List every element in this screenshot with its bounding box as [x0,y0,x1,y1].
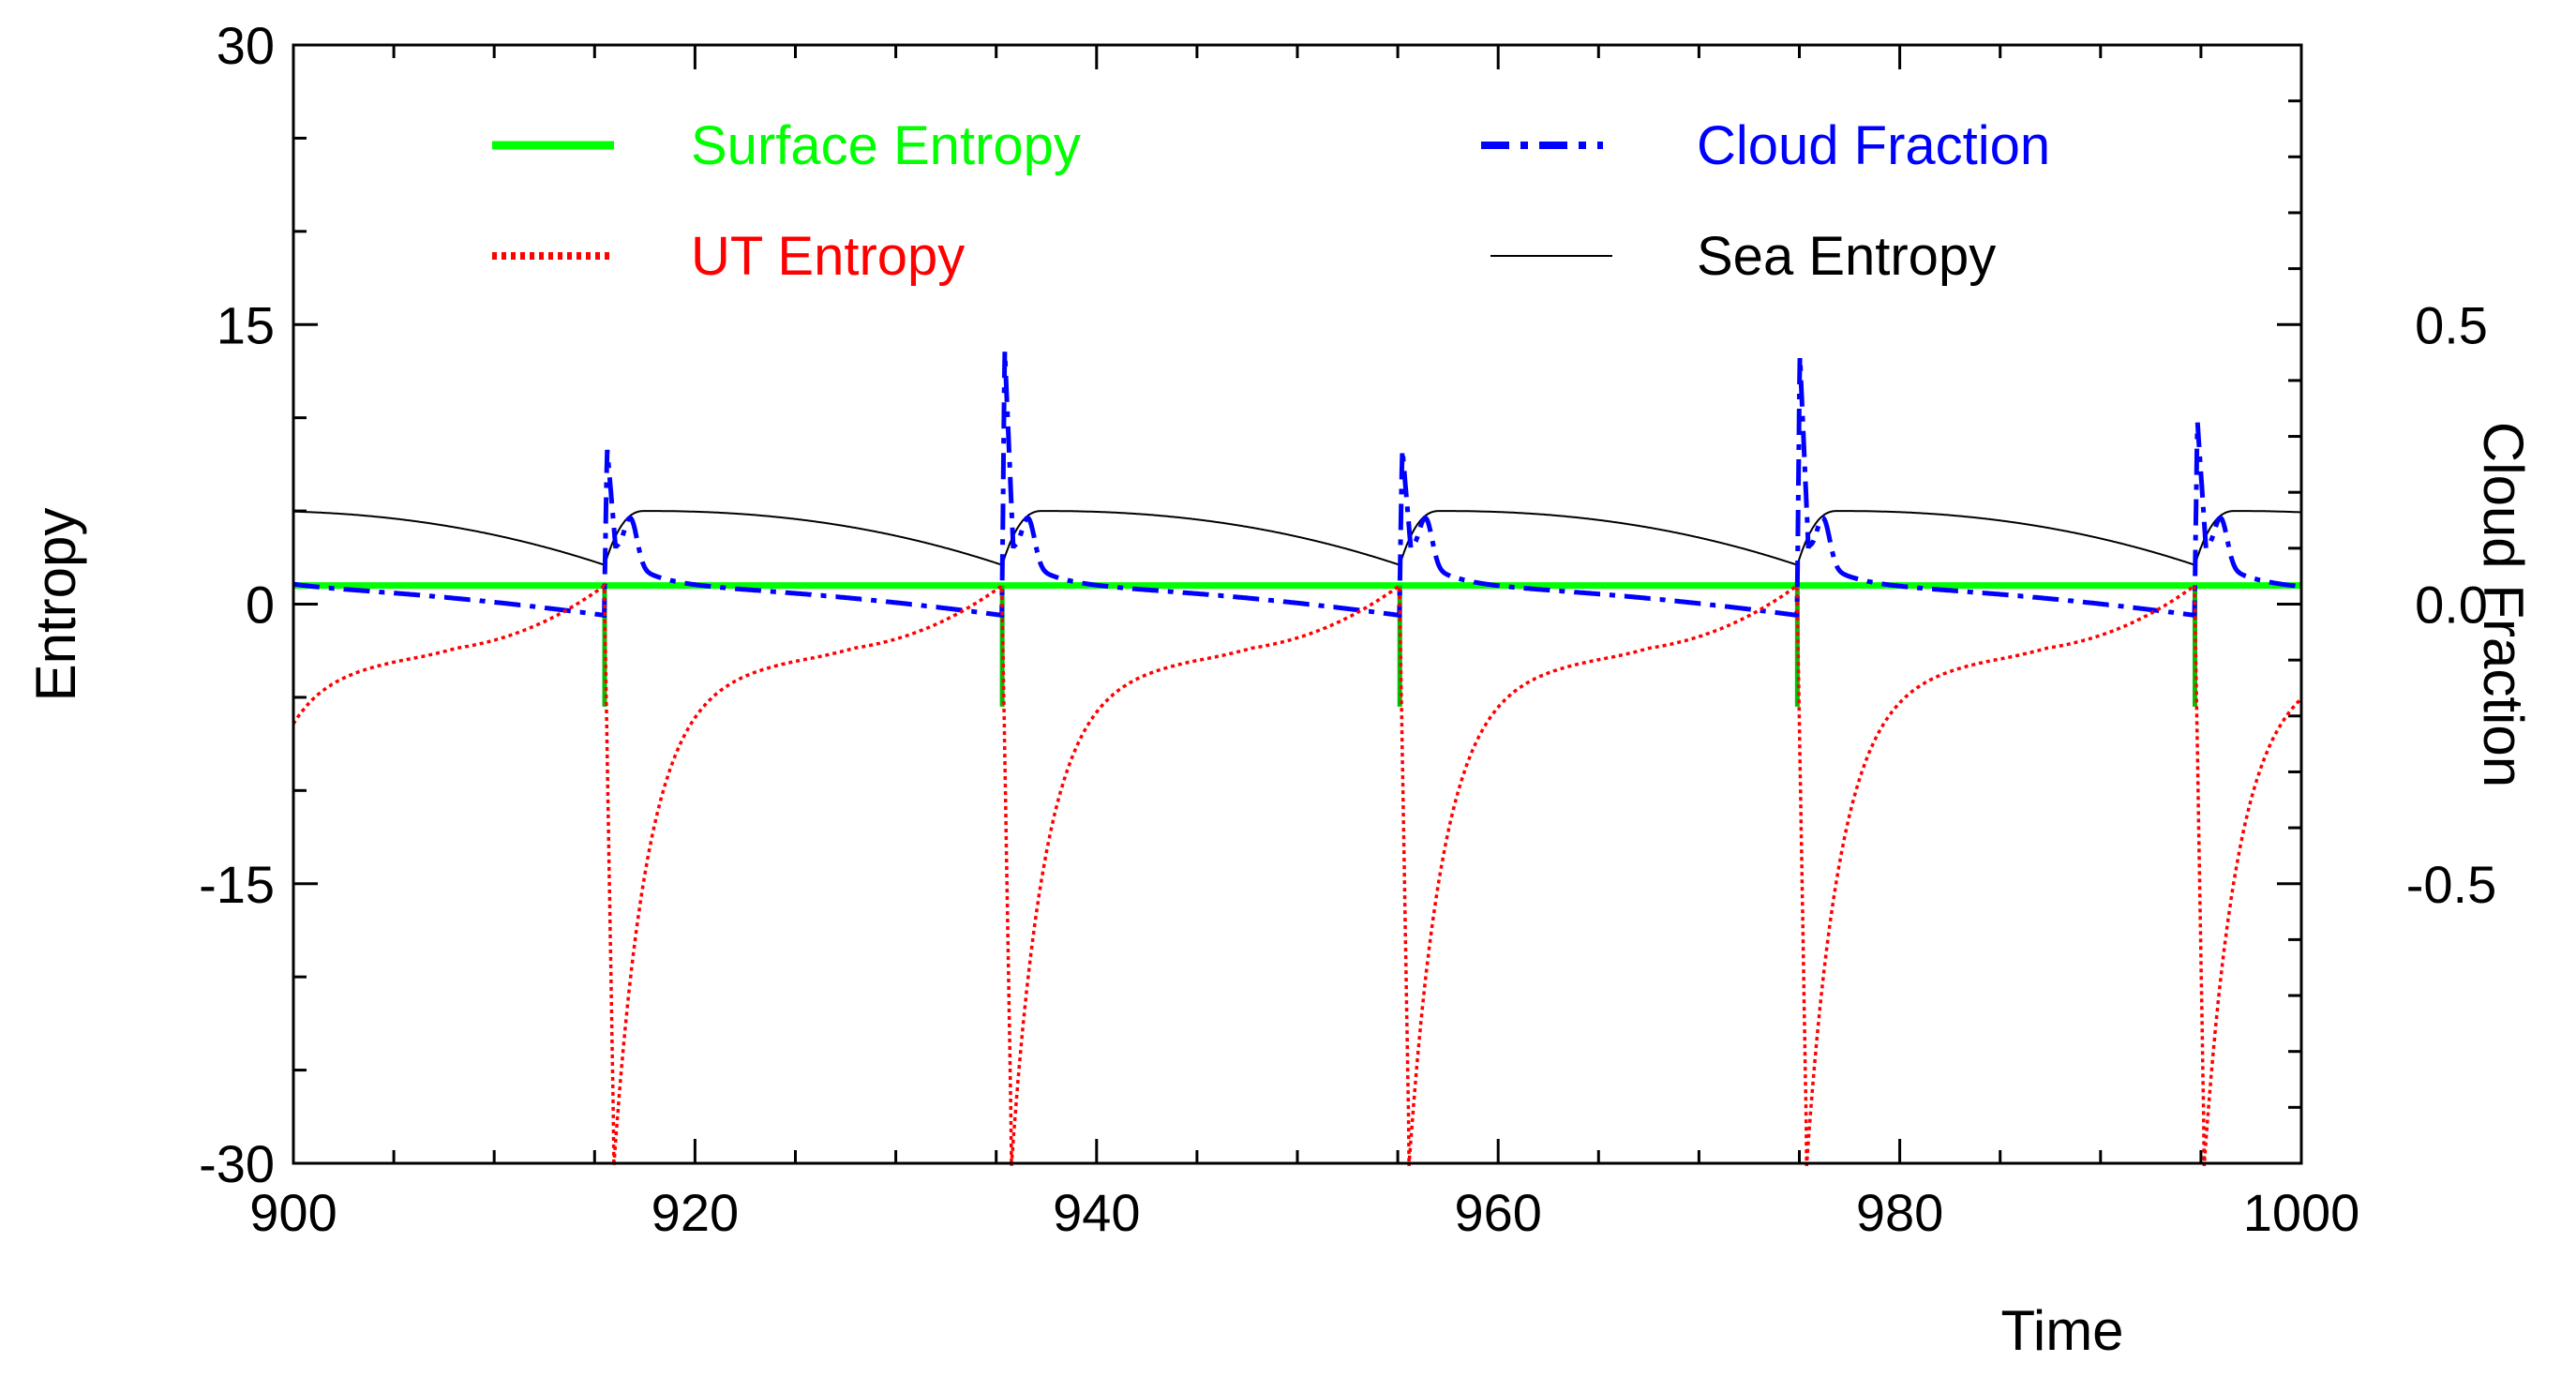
axis-ticks [292,43,2303,1165]
series-sea-entropy [292,510,2301,566]
y2-axis-title: Cloud Fraction [2472,422,2535,787]
y2-tick-label: -0.5 [2406,855,2497,914]
y-axis-title: Entropy [24,508,87,702]
series-ut-entropy [292,582,2302,1167]
y-tick-label: 0 [246,576,275,635]
series-layer [292,351,2302,1167]
y-tick-label: 30 [217,16,275,75]
legend-label-ut-entropy: UT Entropy [691,226,965,287]
legend-label-cloud-fraction: Cloud Fraction [1697,115,2050,176]
series-cloud-fraction [292,351,2302,619]
legend-label-surface-entropy: Surface Entropy [691,115,1081,176]
y-tick-label: -15 [199,855,275,914]
y2-tick-label: 0.0 [2415,576,2488,635]
x-axis-title: Time [2000,1299,2123,1362]
plot-frame [292,43,2303,1165]
x-tick-label: 900 [249,1183,337,1242]
x-tick-label: 960 [1454,1183,1541,1242]
y-tick-label: -30 [199,1134,275,1193]
x-tick-label: 940 [1053,1183,1140,1242]
x-tick-label: 920 [651,1183,739,1242]
x-tick-label: 980 [1856,1183,1943,1242]
y2-tick-label: 0.5 [2415,295,2488,354]
y-tick-label: 15 [217,295,275,354]
x-tick-label: 1000 [2243,1183,2360,1242]
legend-label-sea-entropy: Sea Entropy [1697,226,1996,287]
tick-labels: 900 920 940 960 980 1000 30 15 0 -15 -30 0.5 0.0 -0.5 [199,16,2496,1242]
legend: Surface Entropy UT Entropy Cloud Fractio… [492,115,2050,287]
